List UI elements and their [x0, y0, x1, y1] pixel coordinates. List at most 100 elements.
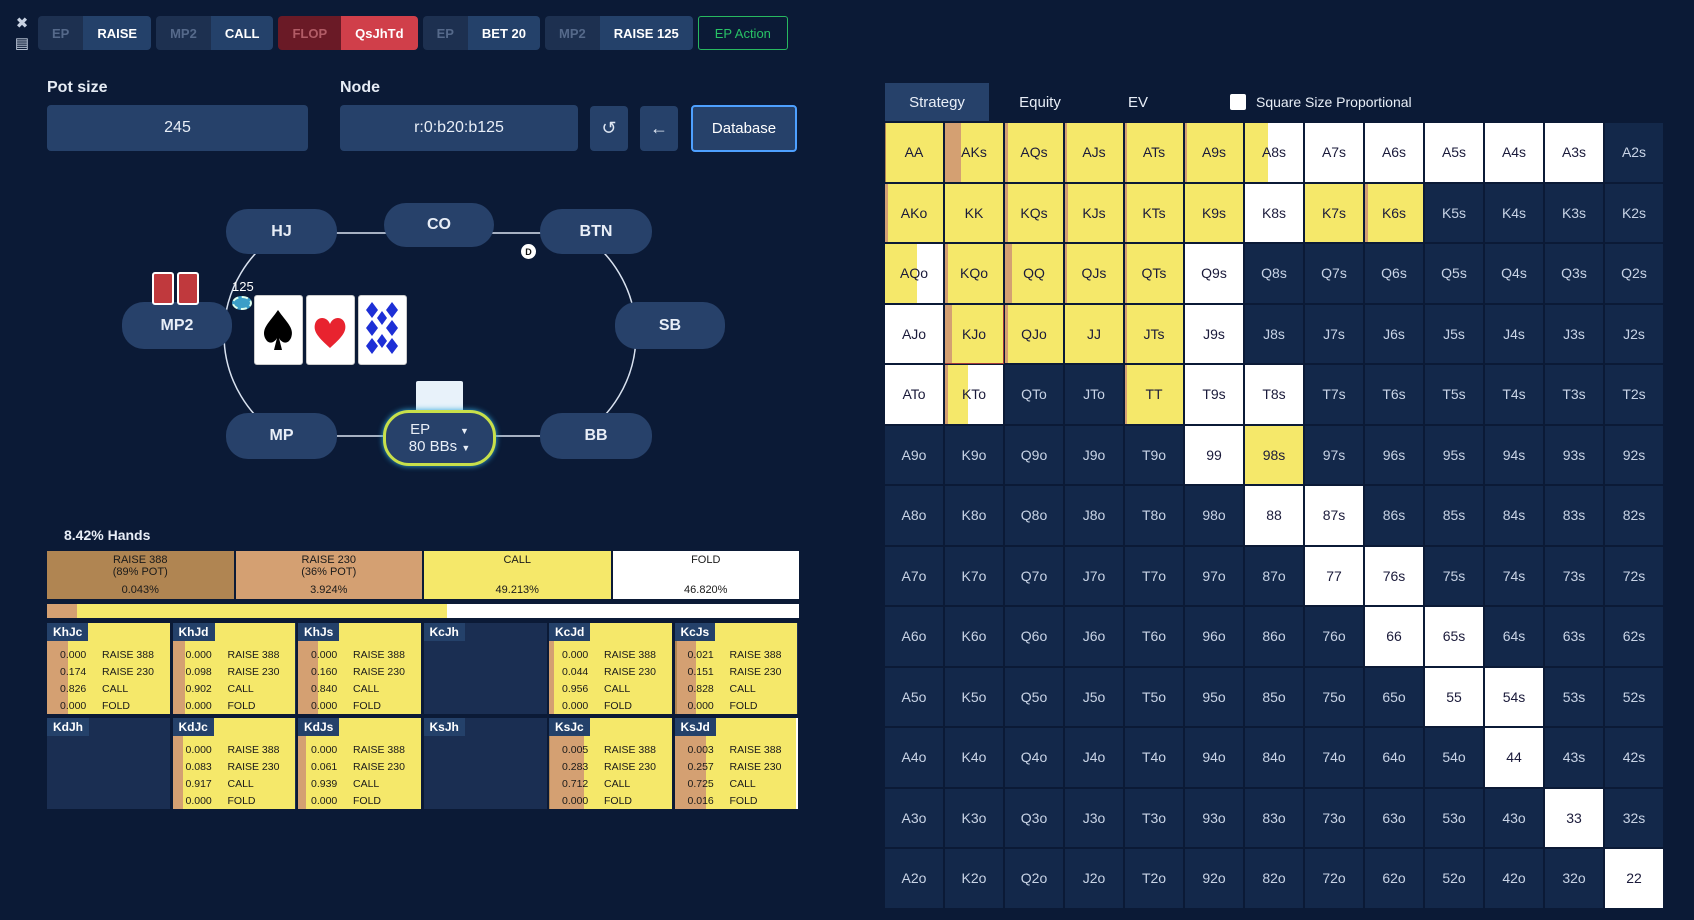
- action-choice[interactable]: CALL: [210, 16, 274, 50]
- action-position[interactable]: EP: [38, 16, 84, 50]
- hand-cell[interactable]: 86s: [1365, 486, 1424, 546]
- action-group[interactable]: EP RAISE: [38, 16, 152, 50]
- hand-cell[interactable]: 82s: [1605, 486, 1664, 546]
- seat-ep[interactable]: EP ▼ 80 BBs ▼: [383, 410, 496, 466]
- hand-cell[interactable]: Q6s: [1365, 244, 1424, 304]
- hand-cell[interactable]: 53o: [1425, 788, 1484, 848]
- hand-cell[interactable]: KQo: [945, 244, 1004, 304]
- hand-cell[interactable]: 63o: [1365, 788, 1424, 848]
- hand-cell[interactable]: 43s: [1545, 728, 1604, 788]
- hand-cell[interactable]: K9s: [1185, 183, 1244, 243]
- seat-co[interactable]: CO: [384, 203, 494, 247]
- hand-cell[interactable]: J2o: [1065, 849, 1124, 909]
- hand-cell[interactable]: 63s: [1545, 607, 1604, 667]
- combo-cell[interactable]: 0.000 RAISE 388 0.160 RAISE 230 0.840 CALL 0.0…: [298, 623, 422, 714]
- seat-sb[interactable]: SB: [615, 302, 725, 349]
- hand-cell[interactable]: 62s: [1605, 607, 1664, 667]
- hand-cell[interactable]: Q8o: [1005, 486, 1064, 546]
- hand-cell[interactable]: J7o: [1065, 546, 1124, 606]
- seat-mp[interactable]: MP: [226, 413, 337, 459]
- action-summary-box[interactable]: RAISE 230 (36% POT) 3.924%: [235, 551, 422, 599]
- hand-cell[interactable]: 22: [1605, 849, 1664, 909]
- hand-cell[interactable]: 52o: [1425, 849, 1484, 909]
- hand-cell[interactable]: T8s: [1245, 365, 1304, 425]
- action-group[interactable]: MP2 RAISE 125: [544, 16, 693, 50]
- hand-cell[interactable]: J9o: [1065, 425, 1124, 485]
- tab-strategy-label[interactable]: Strategy: [909, 93, 965, 111]
- hand-cell[interactable]: J3s: [1545, 304, 1604, 364]
- hand-cell[interactable]: A2s: [1605, 123, 1664, 183]
- hand-cell[interactable]: 44: [1485, 728, 1544, 788]
- hand-cell[interactable]: K4o: [945, 728, 1004, 788]
- hand-cell[interactable]: A8s: [1245, 123, 1304, 183]
- tab-equity[interactable]: Equity: [1019, 93, 1061, 111]
- ep-action-button[interactable]: EP Action: [697, 16, 788, 50]
- hand-cell[interactable]: T2o: [1125, 849, 1184, 909]
- combo-cell[interactable]: 0.021 RAISE 388 0.151 RAISE 230 0.828 CALL 0.0…: [674, 623, 799, 714]
- hand-cell[interactable]: JTs: [1125, 304, 1184, 364]
- hand-cell[interactable]: T5o: [1125, 667, 1184, 727]
- seat-hj[interactable]: HJ: [226, 209, 337, 254]
- action-position[interactable]: FLOP: [278, 16, 342, 50]
- hand-cell[interactable]: J5s: [1425, 304, 1484, 364]
- hand-cell[interactable]: K2s: [1605, 183, 1664, 243]
- hand-cell[interactable]: K7s: [1305, 183, 1364, 243]
- hand-cell[interactable]: 86o: [1245, 607, 1304, 667]
- hand-cell[interactable]: 98s: [1245, 425, 1304, 485]
- hand-cell[interactable]: Q9s: [1185, 244, 1244, 304]
- node-input[interactable]: r:0:b20:b125: [340, 105, 578, 151]
- combo-cell[interactable]: 0.000 RAISE 388 0.044 RAISE 230 0.956 CALL 0.0…: [549, 623, 673, 714]
- hand-cell[interactable]: KJs: [1065, 183, 1124, 243]
- hand-cell[interactable]: K8o: [945, 486, 1004, 546]
- hand-cell[interactable]: KTs: [1125, 183, 1184, 243]
- hand-cell[interactable]: T3s: [1545, 365, 1604, 425]
- hand-cell[interactable]: K5o: [945, 667, 1004, 727]
- hand-cell[interactable]: KJo: [945, 304, 1004, 364]
- hand-cell[interactable]: T8o: [1125, 486, 1184, 546]
- hand-cell[interactable]: A9s: [1185, 123, 1244, 183]
- hand-cell[interactable]: Q6o: [1005, 607, 1064, 667]
- hand-cell[interactable]: 84o: [1245, 728, 1304, 788]
- action-choice[interactable]: RAISE 125: [599, 16, 693, 50]
- seat-btn[interactable]: BTN: [540, 209, 652, 254]
- hand-cell[interactable]: 52s: [1605, 667, 1664, 727]
- hand-cell[interactable]: A5s: [1425, 123, 1484, 183]
- hand-cell[interactable]: TT: [1125, 365, 1184, 425]
- hand-cell[interactable]: Q9o: [1005, 425, 1064, 485]
- seat-mp2[interactable]: MP2: [122, 302, 232, 349]
- hand-cell[interactable]: J8o: [1065, 486, 1124, 546]
- undo-button[interactable]: ↺: [590, 106, 628, 151]
- hand-cell[interactable]: 95o: [1185, 667, 1244, 727]
- hand-cell[interactable]: AJs: [1065, 123, 1124, 183]
- hand-cell[interactable]: 42s: [1605, 728, 1664, 788]
- hand-cell[interactable]: 95s: [1425, 425, 1484, 485]
- pot-size-input[interactable]: 245: [47, 105, 308, 151]
- tab-ev[interactable]: EV: [1127, 93, 1148, 111]
- hand-cell[interactable]: AKo: [885, 183, 944, 243]
- hand-cell[interactable]: 82o: [1245, 849, 1304, 909]
- hand-cell[interactable]: 85s: [1425, 486, 1484, 546]
- hand-cell[interactable]: A7o: [885, 546, 944, 606]
- hand-cell[interactable]: 54o: [1425, 728, 1484, 788]
- hand-cell[interactable]: 88: [1245, 486, 1304, 546]
- combo-cell[interactable]: 0.005 RAISE 388 0.283 RAISE 230 0.712 CALL 0.0…: [549, 718, 673, 809]
- hand-cell[interactable]: 92s: [1605, 425, 1664, 485]
- hand-cell[interactable]: 84s: [1485, 486, 1544, 546]
- hand-cell[interactable]: 75s: [1425, 546, 1484, 606]
- hand-cell[interactable]: K8s: [1245, 183, 1304, 243]
- dropdown-icon[interactable]: ▼: [460, 426, 469, 436]
- hand-cell[interactable]: K3o: [945, 788, 1004, 848]
- hand-cell[interactable]: 77: [1305, 546, 1364, 606]
- hand-cell[interactable]: AJo: [885, 304, 944, 364]
- hand-cell[interactable]: A3s: [1545, 123, 1604, 183]
- hand-cell[interactable]: 97o: [1185, 546, 1244, 606]
- hand-cell[interactable]: 73o: [1305, 788, 1364, 848]
- hand-cell[interactable]: 83o: [1245, 788, 1304, 848]
- hand-cell[interactable]: T7s: [1305, 365, 1364, 425]
- hand-cell[interactable]: KK: [945, 183, 1004, 243]
- hand-cell[interactable]: 65s: [1425, 607, 1484, 667]
- hand-cell[interactable]: 76s: [1365, 546, 1424, 606]
- hand-cell[interactable]: K3s: [1545, 183, 1604, 243]
- hand-cell[interactable]: 62o: [1365, 849, 1424, 909]
- hand-cell[interactable]: T7o: [1125, 546, 1184, 606]
